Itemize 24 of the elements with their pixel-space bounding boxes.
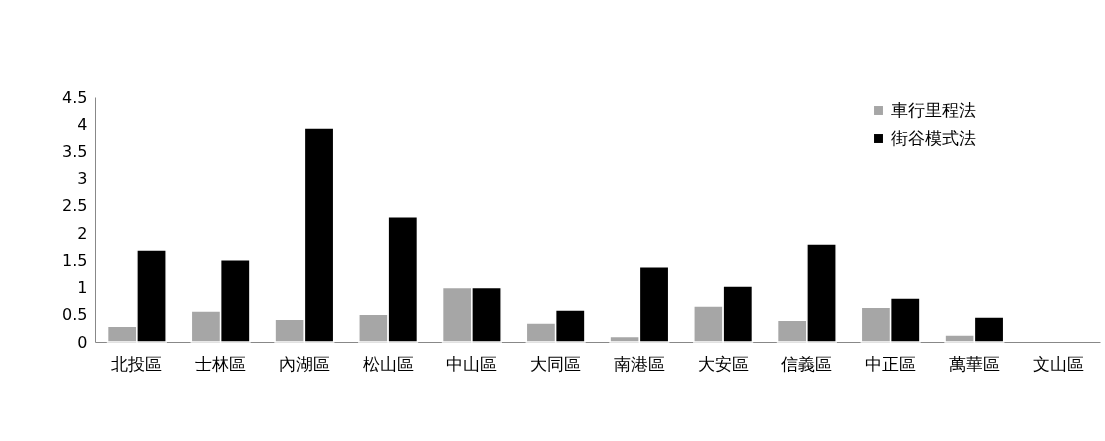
y-tick-label: 3	[77, 169, 88, 189]
x-tick-label: 南港區	[613, 353, 665, 374]
x-tick-label: 文山區	[1032, 353, 1084, 374]
x-tick-label: 北投區	[111, 353, 163, 374]
y-tick-label: 2.5	[62, 196, 88, 216]
y-tick-label: 1.5	[62, 250, 88, 270]
x-tick-label: 信義區	[781, 353, 833, 374]
y-tick-label: 2	[77, 223, 88, 243]
y-tick-label: 1	[77, 278, 88, 298]
x-tick-label: 萬華區	[948, 353, 1000, 374]
x-tick-label: 松山區	[362, 353, 414, 374]
y-tick-label: 3.5	[62, 141, 88, 161]
x-tick-label: 士林區	[195, 353, 247, 374]
x-tick-label: 內湖區	[278, 353, 330, 374]
x-tick-label: 中山區	[446, 353, 498, 374]
x-tick-label: 中正區	[865, 353, 917, 374]
y-tick-label: 0.5	[62, 305, 88, 325]
y-tick-label: 0	[77, 332, 88, 352]
x-tick-label: 大安區	[697, 353, 749, 374]
legend-label: 車行里程法	[891, 99, 976, 120]
legend-label: 街谷模式法	[891, 127, 976, 148]
y-tick-label: 4.5	[62, 87, 88, 107]
x-tick-label: 大同區	[530, 353, 582, 374]
y-tick-label: 4	[77, 114, 88, 134]
